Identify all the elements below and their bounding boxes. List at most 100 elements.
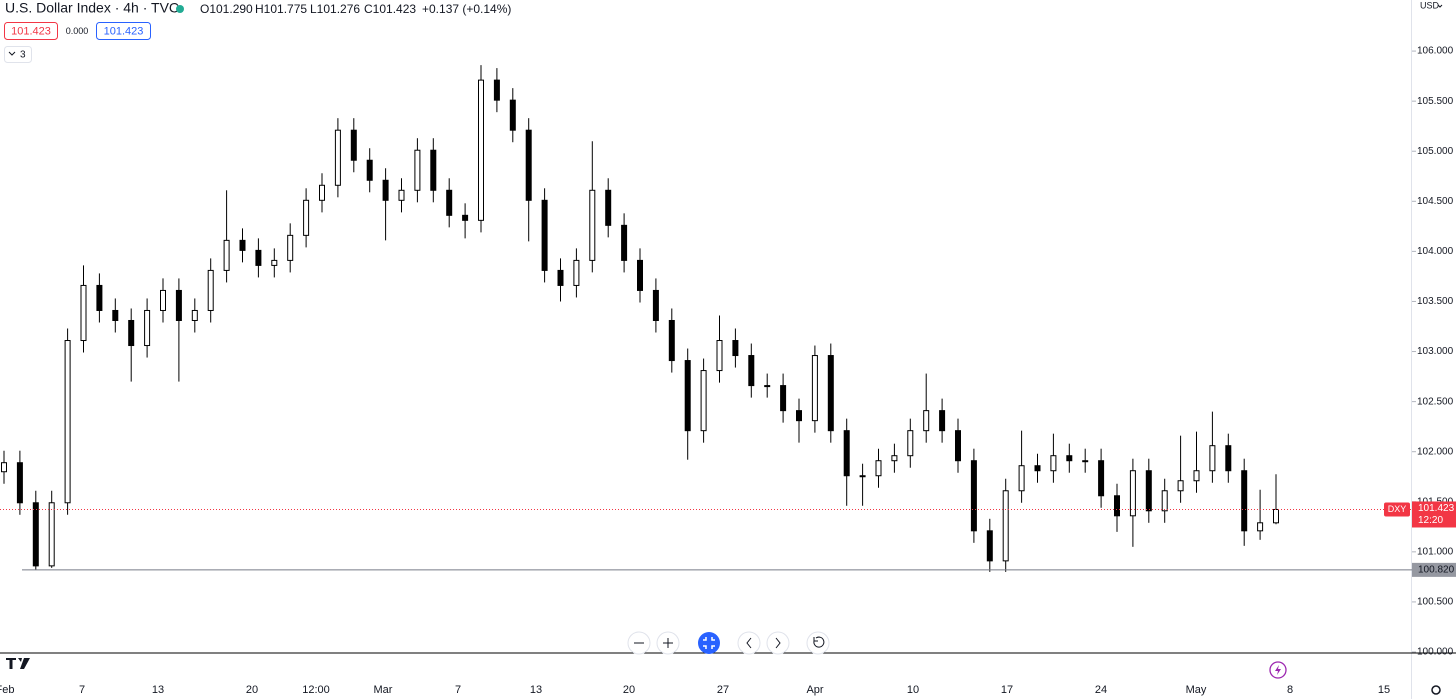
candle-body [255,249,262,266]
candle-body [48,502,55,567]
x-tick-label: 12:00 [302,684,330,696]
lightning-icon [1275,665,1281,675]
candle-body [478,79,484,221]
y-tick-label: 104.500 [1417,196,1454,207]
y-tick-label: 105.500 [1417,96,1454,107]
candle-body [287,234,294,261]
y-tick-label: 100.500 [1417,597,1454,608]
candle-body [764,385,771,388]
candle-body [64,340,71,504]
x-tick-label: 13 [152,684,164,696]
candle-body [875,460,882,477]
candle-body [334,129,341,186]
candle-body [891,455,898,462]
candle-body [80,284,87,342]
chevron-icon [8,51,16,56]
ohlc-high: H101.775 [255,2,307,16]
plus-icon [663,638,673,648]
candle-body [986,530,993,562]
compress-icon [703,637,715,649]
scroll-left-button[interactable] [737,631,761,655]
x-tick-label: 15 [1378,684,1390,696]
candle-body [955,430,961,462]
candle-body [366,159,373,181]
x-tick-label: 7 [79,684,85,696]
ohlc-open: O101.290 [200,2,253,16]
symbol-tag [1384,502,1410,517]
candle-body [96,284,103,311]
y-tick-label: 103.000 [1417,346,1454,357]
candle-body [509,99,516,131]
x-tick-label: 27 [717,684,729,696]
right-icon [775,637,781,649]
candle-body [1082,460,1089,463]
candle-body [16,462,23,504]
candle-body [1066,455,1073,462]
x-tick-label: Apr [806,684,823,696]
candle-body [1225,445,1232,472]
candle-body [1114,495,1120,517]
x-tick-label: 20 [246,684,258,696]
candle-body [811,355,818,422]
indicators-toggle[interactable] [4,46,32,63]
candle-body [32,502,39,567]
candle-body [637,259,643,291]
candle-body [493,79,500,101]
candle-body [621,224,628,261]
candle-body [780,385,787,412]
reset-zoom-button[interactable] [698,632,720,654]
x-tick-label: 7 [455,684,461,696]
candle-body [1161,490,1168,512]
candle-body [1177,480,1184,492]
candle-body [1034,465,1041,472]
candle-body [128,319,135,347]
x-tick-label: Mar [374,684,393,696]
reset-icon [813,636,825,648]
candle-body [907,430,914,457]
candle-body [923,410,930,432]
candle-body [382,179,389,201]
candle-body [652,289,659,321]
indicator-count: 3 [20,50,26,61]
tradingview-logo[interactable] [6,658,30,669]
y-tick-label: 106.000 [1417,46,1454,57]
y-tick-label: 102.000 [1417,446,1454,457]
last-price-tag [1412,501,1456,528]
sell-badge[interactable] [4,22,58,40]
buy-price: 101.423 [104,25,144,37]
scroll-right-button[interactable] [766,631,790,655]
currency[interactable]: USD [1420,0,1440,10]
candle-body [1145,470,1152,512]
candle-body [1098,460,1105,497]
candle-body [541,199,548,271]
candle-body [1018,465,1025,492]
candle-body [144,309,151,347]
candle-body [1193,470,1200,482]
horizontal-line-tag [1412,562,1456,577]
candle-body [1002,490,1009,562]
candle-body [1050,455,1057,472]
y-tick-label: 101.000 [1417,546,1454,557]
x-tick-label: Feb [0,684,14,696]
buy-badge[interactable] [96,22,151,40]
candle-body [859,475,866,478]
candle-body [843,430,850,477]
y-tick-label: 102.500 [1417,396,1454,407]
candle-body [1,462,7,473]
sell-price: 101.423 [11,25,51,37]
horizontal-line-label: 100.820 [1418,565,1455,576]
candle-body [573,259,580,286]
spread: 0.000 [66,26,89,36]
reset-button[interactable] [806,631,830,655]
market-status [176,5,184,13]
candle-body [700,370,707,432]
y-tick-label: 100.000 [1417,647,1454,658]
x-tick-label: 24 [1095,684,1107,696]
settings-button[interactable] [1431,685,1441,695]
x-tick-label: 20 [623,684,635,696]
ohlc-low: L101.276 [310,2,360,16]
candle-body [271,259,278,266]
lightning-button[interactable] [1269,661,1287,679]
y-tick-label: 105.000 [1417,146,1454,157]
